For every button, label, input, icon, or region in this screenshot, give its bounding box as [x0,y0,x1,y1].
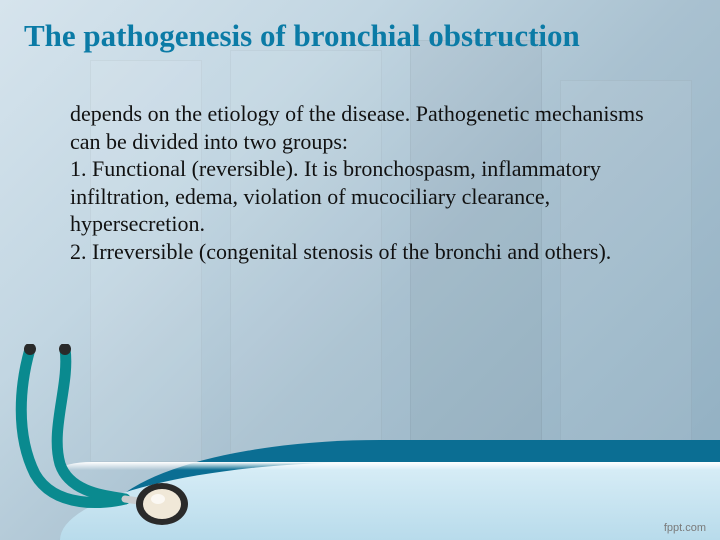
slide-body: depends on the etiology of the disease. … [70,100,660,265]
slide-title: The pathogenesis of bronchial obstructio… [24,18,696,54]
slide: The pathogenesis of bronchial obstructio… [0,0,720,540]
watermark: fppt.com [664,522,706,534]
